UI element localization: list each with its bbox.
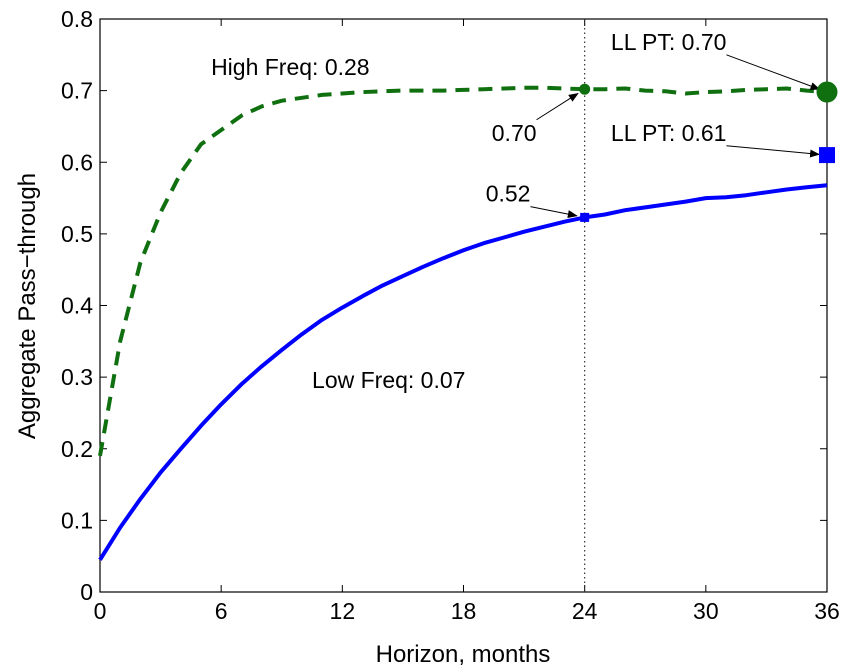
y-tick-label: 0.2	[61, 436, 93, 462]
y-tick-label: 0.8	[61, 6, 93, 32]
data-marker-square	[819, 147, 835, 164]
x-tick-label: 36	[814, 598, 840, 624]
annotation-label: LL PT: 0.70	[611, 29, 727, 55]
y-tick-label: 0.4	[61, 293, 93, 319]
annotation-label: High Freq: 0.28	[211, 54, 370, 80]
y-axis-label: Aggregate Pass−through	[14, 173, 41, 439]
annotation-label: 0.70	[492, 120, 537, 146]
series-line-solid	[98, 183, 828, 561]
x-tick-label: 30	[693, 598, 719, 624]
annotation-label: LL PT: 0.61	[611, 120, 727, 146]
axes-box	[99, 18, 828, 593]
x-tick-label: 24	[572, 598, 598, 624]
annotation-arrow	[536, 92, 579, 121]
x-tick-label: 18	[451, 598, 477, 624]
annotation-arrow	[726, 145, 821, 158]
annotation-arrow	[726, 54, 821, 90]
x-tick-label: 12	[330, 598, 356, 624]
annotation-label: Low Freq: 0.07	[312, 367, 465, 393]
y-tick-label: 0	[80, 579, 93, 605]
annotation-label: 0.52	[486, 181, 531, 207]
x-tick-label: 6	[215, 598, 228, 624]
x-tick-label: 0	[94, 598, 107, 624]
y-tick-label: 0.7	[61, 78, 93, 104]
annotation-arrow	[530, 206, 578, 219]
y-tick-label: 0.3	[61, 364, 93, 390]
data-marker-square	[580, 212, 590, 222]
plot-area: 0 6 12 18 24 30 36 0 0.1 0.2 0.3 0.4 0.5 0.6 0.7 0.8 Hig…	[61, 6, 840, 624]
y-tick-label: 0.5	[61, 221, 93, 247]
y-tick-label: 0.6	[61, 149, 93, 175]
data-marker-circle	[816, 81, 838, 103]
x-axis-label: Horizon, months	[376, 641, 551, 668]
series-line-dashed	[98, 85, 828, 457]
data-marker-circle	[579, 83, 591, 95]
y-tick-label: 0.1	[61, 507, 93, 533]
